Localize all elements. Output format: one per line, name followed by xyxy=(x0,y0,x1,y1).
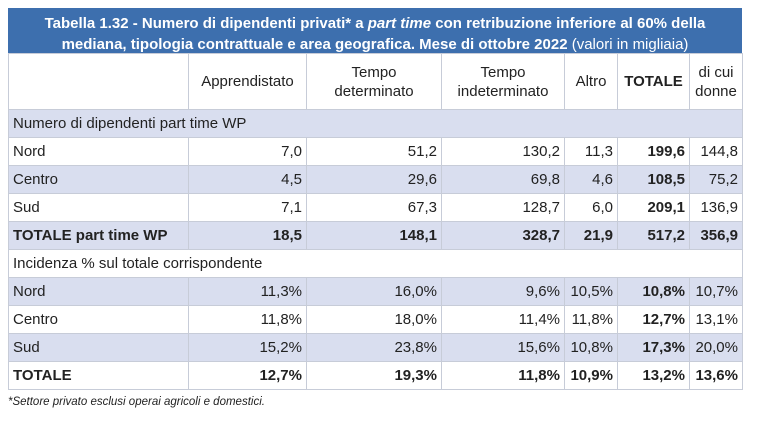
title-units: (valori in migliaia) xyxy=(567,36,689,53)
section-label: Incidenza % sul totale corrispondente xyxy=(8,249,743,278)
cell: 11,8% xyxy=(441,361,565,390)
col-header: TOTALE xyxy=(617,53,690,110)
cell: 328,7 xyxy=(441,221,565,250)
cell: 75,2 xyxy=(689,165,743,194)
col-header: Altro xyxy=(564,53,618,110)
cell: 12,7% xyxy=(617,305,690,334)
table-row: Centro 11,8% 18,0% 11,4% 11,8% 12,7% 13,… xyxy=(8,305,743,334)
cell: 11,8% xyxy=(188,305,307,334)
total-row: TOTALE part time WP 18,5 148,1 328,7 21,… xyxy=(8,221,743,250)
cell: 199,6 xyxy=(617,137,690,166)
row-label: Nord xyxy=(8,277,189,306)
cell: 10,5% xyxy=(564,277,618,306)
table-row: Sud 15,2% 23,8% 15,6% 10,8% 17,3% 20,0% xyxy=(8,333,743,362)
cell: 13,1% xyxy=(689,305,743,334)
cell: 23,8% xyxy=(306,333,442,362)
cell: 148,1 xyxy=(306,221,442,250)
row-label: Sud xyxy=(8,333,189,362)
title-rest: con retribuzione inferiore al 60% della … xyxy=(61,15,706,53)
cell: 18,5 xyxy=(188,221,307,250)
cell: 19,3% xyxy=(306,361,442,390)
cell: 10,8% xyxy=(564,333,618,362)
cell: 6,0 xyxy=(564,193,618,222)
row-label: Nord xyxy=(8,137,189,166)
cell: 209,1 xyxy=(617,193,690,222)
section-header: Numero di dipendenti part time WP xyxy=(8,109,743,138)
cell: 12,7% xyxy=(188,361,307,390)
col-header: Tempo determinato xyxy=(306,53,442,110)
cell: 108,5 xyxy=(617,165,690,194)
data-table: Apprendistato Tempo determinato Tempo in… xyxy=(8,53,743,390)
cell: 517,2 xyxy=(617,221,690,250)
table-row: Sud 7,1 67,3 128,7 6,0 209,1 136,9 xyxy=(8,193,743,222)
cell: 16,0% xyxy=(306,277,442,306)
cell: 11,3% xyxy=(188,277,307,306)
cell: 128,7 xyxy=(441,193,565,222)
table-container: Tabella 1.32 - Numero di dipendenti priv… xyxy=(8,8,743,408)
header-blank xyxy=(8,53,189,110)
cell: 7,0 xyxy=(188,137,307,166)
cell: 10,7% xyxy=(689,277,743,306)
cell: 13,2% xyxy=(617,361,690,390)
cell: 136,9 xyxy=(689,193,743,222)
cell: 10,8% xyxy=(617,277,690,306)
cell: 18,0% xyxy=(306,305,442,334)
title-italic: part time xyxy=(367,15,432,32)
cell: 7,1 xyxy=(188,193,307,222)
cell: 21,9 xyxy=(564,221,618,250)
cell: 356,9 xyxy=(689,221,743,250)
cell: 144,8 xyxy=(689,137,743,166)
cell: 11,4% xyxy=(441,305,565,334)
cell: 15,6% xyxy=(441,333,565,362)
cell: 9,6% xyxy=(441,277,565,306)
cell: 17,3% xyxy=(617,333,690,362)
row-label: TOTALE part time WP xyxy=(8,221,189,250)
cell: 29,6 xyxy=(306,165,442,194)
footnote: *Settore privato esclusi operai agricoli… xyxy=(8,396,265,408)
table-title: Tabella 1.32 - Numero di dipendenti priv… xyxy=(8,8,742,53)
row-label: Centro xyxy=(8,165,189,194)
col-header: Apprendistato xyxy=(188,53,307,110)
table-row: Nord 7,0 51,2 130,2 11,3 199,6 144,8 xyxy=(8,137,743,166)
total-row: TOTALE 12,7% 19,3% 11,8% 10,9% 13,2% 13,… xyxy=(8,361,743,390)
cell: 67,3 xyxy=(306,193,442,222)
cell: 130,2 xyxy=(441,137,565,166)
section-header: Incidenza % sul totale corrispondente xyxy=(8,249,743,278)
header-row: Apprendistato Tempo determinato Tempo in… xyxy=(8,53,743,110)
cell: 51,2 xyxy=(306,137,442,166)
title-lead: Tabella 1.32 - Numero di dipendenti priv… xyxy=(44,15,368,32)
cell: 11,8% xyxy=(564,305,618,334)
cell: 13,6% xyxy=(689,361,743,390)
table-row: Centro 4,5 29,6 69,8 4,6 108,5 75,2 xyxy=(8,165,743,194)
row-label: Centro xyxy=(8,305,189,334)
cell: 69,8 xyxy=(441,165,565,194)
cell: 4,6 xyxy=(564,165,618,194)
cell: 10,9% xyxy=(564,361,618,390)
row-label: TOTALE xyxy=(8,361,189,390)
col-header: Tempo indeterminato xyxy=(441,53,565,110)
cell: 11,3 xyxy=(564,137,618,166)
cell: 20,0% xyxy=(689,333,743,362)
row-label: Sud xyxy=(8,193,189,222)
table-row: Nord 11,3% 16,0% 9,6% 10,5% 10,8% 10,7% xyxy=(8,277,743,306)
col-header: di cui donne xyxy=(689,53,743,110)
cell: 15,2% xyxy=(188,333,307,362)
cell: 4,5 xyxy=(188,165,307,194)
section-label: Numero di dipendenti part time WP xyxy=(8,109,743,138)
